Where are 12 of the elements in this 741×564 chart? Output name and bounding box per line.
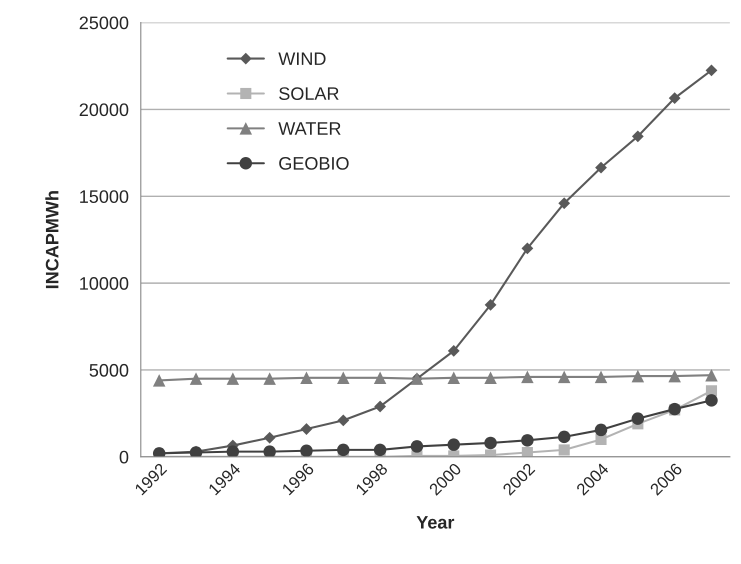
- y-tick-label: 5000: [90, 364, 128, 377]
- legend-label: WIND: [278, 52, 326, 65]
- y-tick-label: 15000: [80, 190, 128, 203]
- y-tick-label: 0: [120, 450, 128, 464]
- x-axis-title: Year: [416, 516, 454, 529]
- legend-label: SOLAR: [279, 87, 339, 100]
- y-tick-label: 10000: [80, 277, 128, 290]
- y-tick-label: 20000: [80, 103, 128, 116]
- legend-label: WATER: [278, 122, 341, 135]
- y-axis-title: INCAPMWh: [45, 191, 59, 288]
- legend-label: GEOBIO: [279, 156, 349, 170]
- y-tick-label: 25000: [80, 16, 128, 30]
